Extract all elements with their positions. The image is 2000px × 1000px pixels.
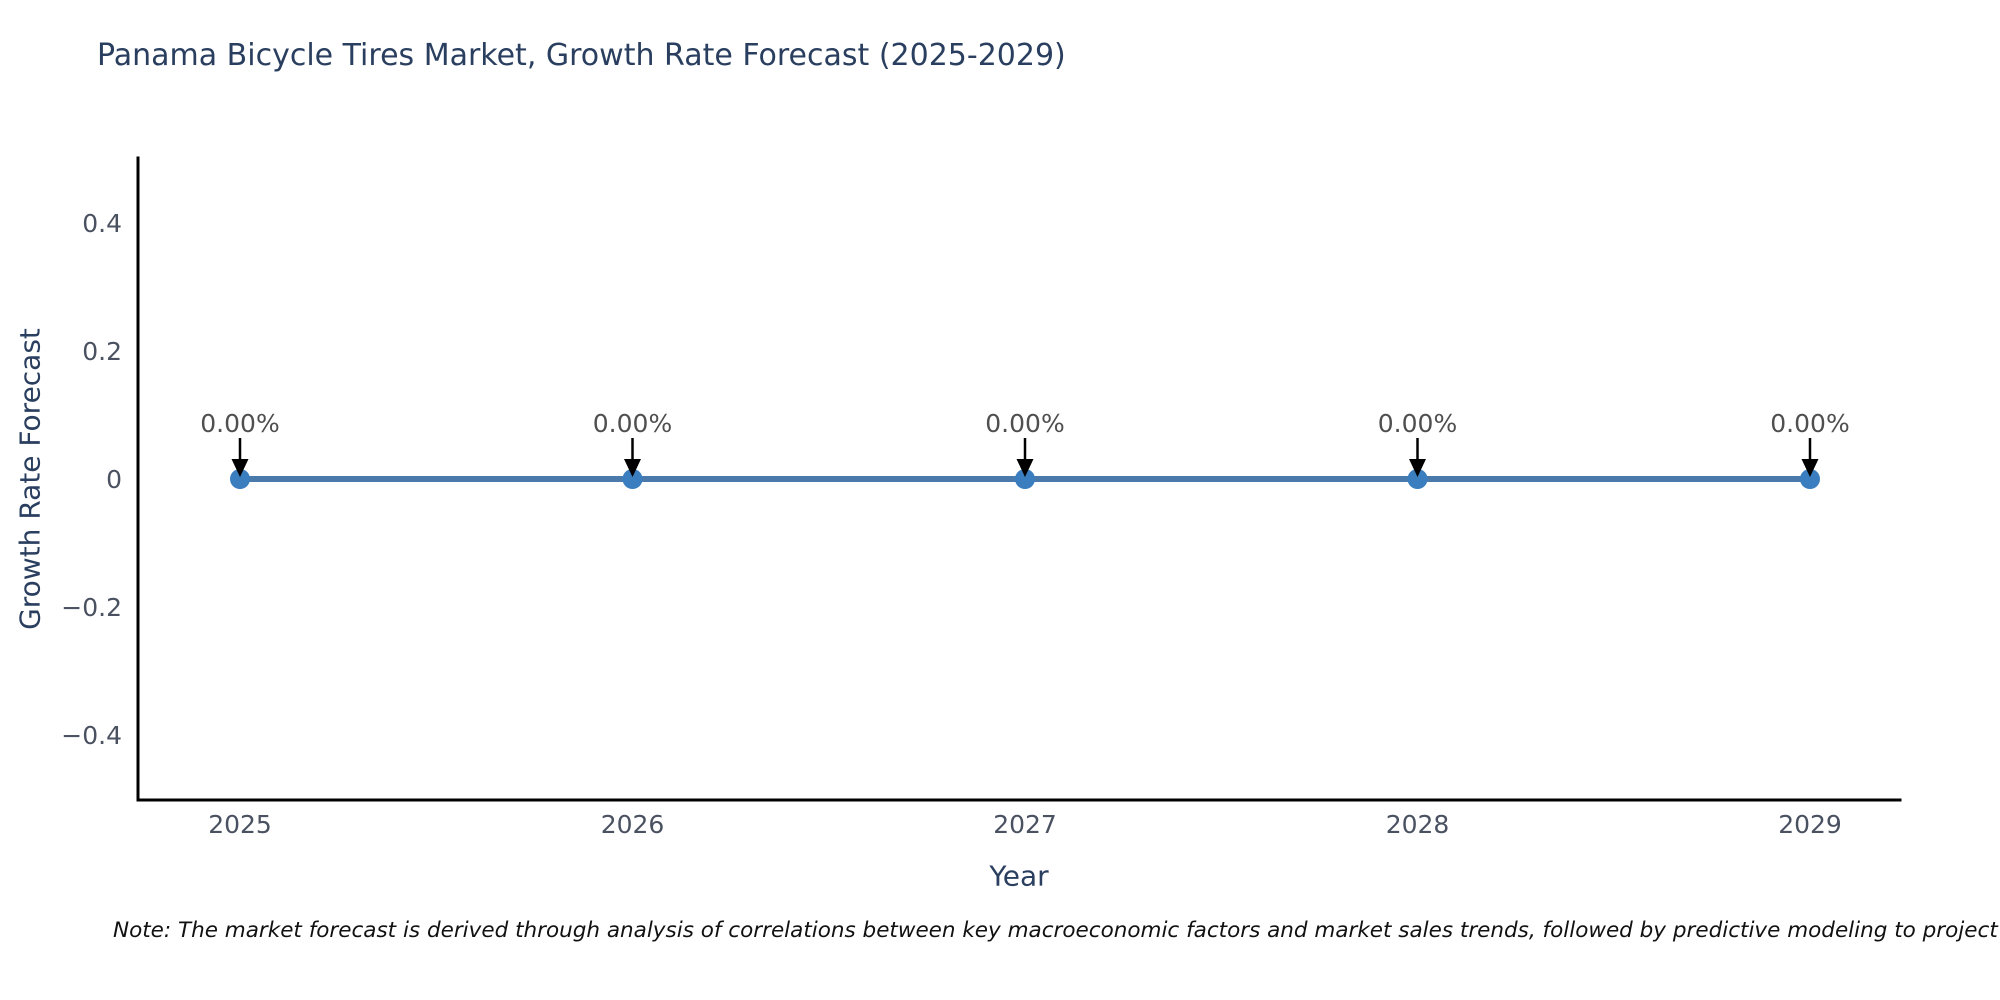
point-label: 0.00% bbox=[1378, 409, 1457, 438]
x-tick-label: 2026 bbox=[601, 810, 665, 839]
x-axis-title: Year bbox=[989, 859, 1049, 893]
point-label: 0.00% bbox=[985, 409, 1064, 438]
data-point bbox=[1407, 469, 1428, 489]
annotation-arrow-head bbox=[1801, 459, 1819, 477]
x-tick-label: 2027 bbox=[993, 810, 1057, 839]
point-label: 0.00% bbox=[1770, 409, 1849, 438]
data-point bbox=[1800, 469, 1820, 489]
y-tick-label: 0.2 bbox=[82, 337, 122, 366]
x-tick-label: 2025 bbox=[208, 810, 272, 839]
annotation-arrow-head bbox=[1016, 459, 1034, 477]
point-label: 0.00% bbox=[200, 409, 279, 438]
y-tick-label: −0.2 bbox=[61, 593, 122, 622]
data-point bbox=[230, 469, 250, 489]
x-tick-label: 2028 bbox=[1386, 810, 1450, 839]
y-tick-label: 0.4 bbox=[82, 209, 122, 238]
x-tick-label: 2029 bbox=[1778, 810, 1842, 839]
data-point bbox=[1015, 469, 1035, 489]
annotation-arrow-head bbox=[231, 459, 249, 477]
annotation-arrow-head bbox=[624, 459, 641, 477]
chart-title: Panama Bicycle Tires Market, Growth Rate… bbox=[97, 38, 1066, 73]
annotation-arrow-head bbox=[1409, 459, 1426, 477]
axis-spines bbox=[136, 156, 1902, 802]
data-point bbox=[622, 469, 643, 489]
y-tick-label: 0 bbox=[106, 465, 122, 494]
y-tick-label: −0.4 bbox=[61, 721, 122, 750]
point-label: 0.00% bbox=[593, 409, 672, 438]
footnote: Note: The market forecast is derived thr… bbox=[113, 918, 2000, 943]
